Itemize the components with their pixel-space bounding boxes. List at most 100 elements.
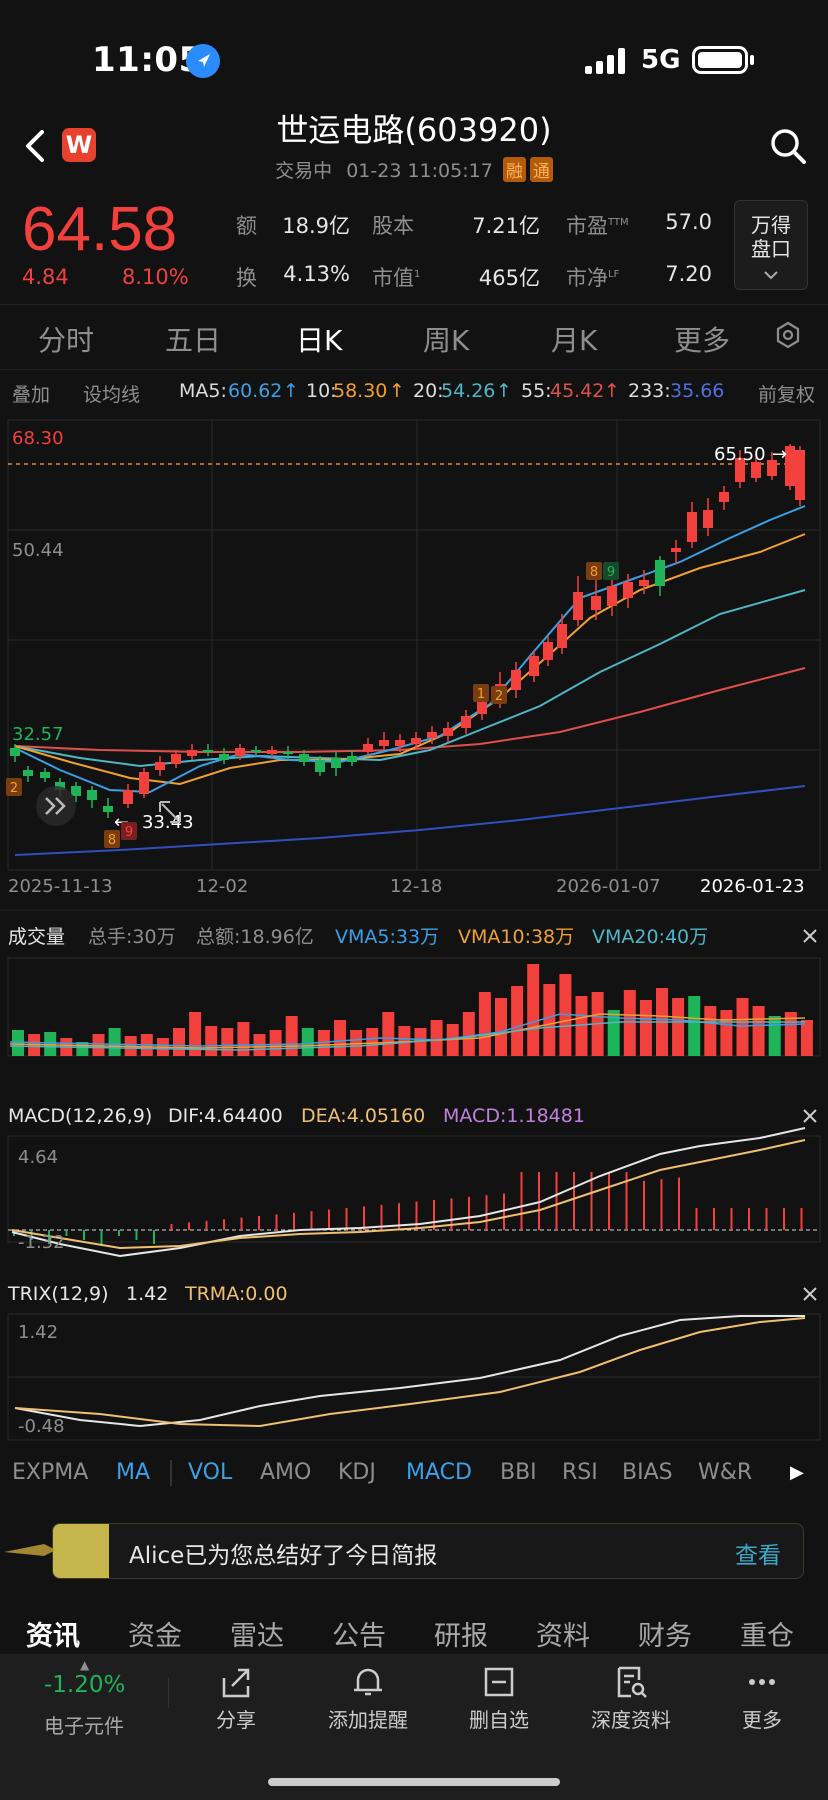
candle-body [427, 732, 437, 738]
vma5: VMA5:33万 [335, 926, 439, 948]
settings-icon[interactable] [774, 321, 802, 353]
badge: 8 [590, 565, 598, 580]
pe-value: 57.0 [665, 210, 712, 234]
turnover-label: 换 [236, 266, 257, 290]
ma5-value: 60.62 [228, 380, 283, 402]
indicator-macd[interactable]: MACD [406, 1460, 472, 1485]
ma233-value: 35.66 [670, 380, 725, 402]
amount-label: 额 [236, 214, 257, 238]
volume-total-hands: 总手:30万 [88, 926, 176, 948]
indicator-kdj[interactable]: KDJ [338, 1460, 376, 1485]
market-cap-label-text: 市值 [372, 266, 414, 290]
tab-weekly-k[interactable]: 周K [423, 324, 470, 357]
pb-sup: LF [608, 269, 620, 280]
candle-body [557, 624, 567, 648]
volume-total-amount: 总额:18.96亿 [196, 926, 314, 948]
deep-data-button[interactable]: 深度资料 [586, 1664, 676, 1733]
indicator-wr[interactable]: W&R [698, 1460, 753, 1485]
tab-financials[interactable]: 财务 [638, 1621, 692, 1652]
tab-five-day[interactable]: 五日 [165, 324, 222, 357]
indicator-bias[interactable]: BIAS [622, 1460, 673, 1485]
pankou-label-1: 万得 [751, 213, 791, 237]
price-change: 4.84 [22, 265, 69, 289]
share-capital-label: 股本 [372, 214, 414, 238]
amount-value: 18.9亿 [282, 214, 350, 238]
candle-body [267, 750, 277, 754]
tab-intraday[interactable]: 分时 [38, 324, 95, 357]
scroll-right-icon[interactable]: ▶ [790, 1462, 804, 1483]
date-label: 12-18 [390, 876, 442, 897]
tab-profile[interactable]: 资料 [536, 1621, 590, 1652]
volume-close-icon[interactable] [803, 929, 817, 943]
indicator-amo[interactable]: AMO [260, 1460, 312, 1485]
candle-body [671, 548, 681, 552]
tab-announcements[interactable]: 公告 [332, 1621, 386, 1652]
candle-body [395, 740, 405, 746]
badge: 9 [125, 825, 133, 840]
ai-brief-banner[interactable]: Alice已为您总结好了今日简报 查看 [52, 1523, 804, 1579]
candle-body [703, 510, 713, 528]
pe-label-text: 市盈 [566, 214, 608, 238]
tab-holdings[interactable]: 重仓 [740, 1621, 794, 1652]
indicator-vol[interactable]: VOL [188, 1460, 233, 1485]
tab-research[interactable]: 研报 [434, 1621, 488, 1652]
tab-monthly-k[interactable]: 月K [551, 324, 598, 357]
tab-funds[interactable]: 资金 [128, 1621, 182, 1652]
indicator-bbi[interactable]: BBI [500, 1460, 537, 1485]
volume-bar [237, 1022, 250, 1056]
tab-more[interactable]: 更多 [674, 324, 731, 357]
trade-status-text: 交易中 [275, 160, 333, 182]
wind-logo: W [62, 128, 96, 162]
back-icon[interactable] [18, 126, 54, 166]
candle-body [123, 790, 133, 804]
indicator-rsi[interactable]: RSI [562, 1460, 598, 1485]
trix-bottom-label: -0.48 [18, 1416, 65, 1437]
banner-text: Alice已为您总结好了今日简报 [129, 1543, 438, 1569]
indicator-tabs: EXPMA MA VOL AMO KDJ MACD BBI RSI BIAS W… [0, 1456, 828, 1496]
add-alert-button[interactable]: 添加提醒 [320, 1664, 416, 1733]
indicator-expma[interactable]: EXPMA [12, 1460, 89, 1485]
overlay-button[interactable]: 叠加 [12, 384, 51, 406]
banner-view-link[interactable]: 查看 [735, 1543, 781, 1569]
search-icon[interactable] [768, 126, 808, 166]
date-label: 2026-01-23 [700, 876, 805, 897]
tab-daily-k[interactable]: 日K [296, 324, 343, 357]
fullscreen-icon[interactable] [159, 801, 181, 823]
price-change-pct: 8.10% [122, 265, 189, 289]
ma233-label: 233: [628, 380, 671, 402]
ma55-label: 55: [521, 380, 552, 402]
status-bar: 11:05 5G [0, 0, 828, 110]
more-button[interactable]: 更多 [730, 1664, 794, 1733]
macd-close-icon[interactable] [803, 1109, 817, 1123]
candle-body [795, 450, 805, 500]
low-marker: 33.43 [142, 812, 194, 833]
volume-bar [44, 1032, 57, 1056]
date-label: 2025-11-13 [8, 876, 113, 897]
pankou-button[interactable]: 万得 盘口 [734, 200, 808, 290]
candle-body [719, 492, 729, 502]
tab-radar[interactable]: 雷达 [230, 1621, 284, 1652]
trix-close-icon[interactable] [803, 1287, 817, 1301]
turnover-value: 4.13% [283, 262, 350, 286]
vma10: VMA10:38万 [458, 926, 574, 948]
tab-news[interactable]: 资讯 [26, 1621, 80, 1652]
adjust-mode[interactable]: 前复权 [758, 384, 816, 406]
share-button[interactable]: 分享 [204, 1664, 268, 1733]
expand-toggle-icon[interactable] [36, 786, 76, 826]
volume-bar [704, 1006, 717, 1056]
candle-body [785, 446, 795, 486]
chart-area[interactable]: 68.30 50.44 32.57 65.50 → ← 33.43 2 8 9 … [0, 410, 828, 1450]
trix-value: 1.42 [126, 1283, 168, 1305]
battery-icon [692, 46, 748, 74]
volume-bar [720, 1010, 733, 1056]
set-ma-button[interactable]: 设均线 [83, 384, 141, 406]
volume-bar [543, 984, 556, 1056]
remove-watchlist-button[interactable]: 删自选 [462, 1664, 536, 1733]
sector-name[interactable]: 电子元件 [44, 1714, 124, 1738]
share-icon [222, 1668, 250, 1698]
pe-label: 市盈TTM [566, 210, 629, 240]
margin-tag: 融 [502, 157, 526, 182]
kline-min-label: 32.57 [12, 724, 64, 745]
cellular-signal-icon [585, 48, 629, 74]
indicator-ma[interactable]: MA [116, 1460, 151, 1485]
